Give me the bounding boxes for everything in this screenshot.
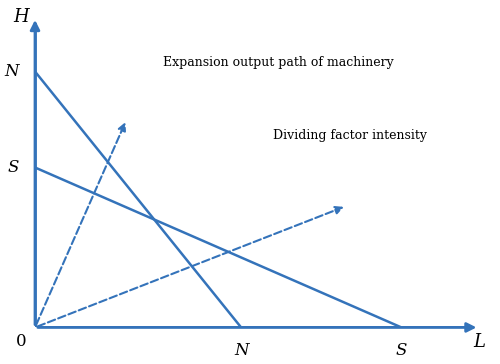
Text: N: N <box>4 63 19 80</box>
Text: L: L <box>474 333 486 351</box>
Text: 0: 0 <box>16 333 26 350</box>
Text: H: H <box>14 8 29 26</box>
Text: N: N <box>234 342 248 359</box>
Text: S: S <box>8 159 19 176</box>
Text: S: S <box>396 342 407 359</box>
Text: Expansion output path of machinery: Expansion output path of machinery <box>164 56 394 68</box>
Text: Dividing factor intensity: Dividing factor intensity <box>273 129 427 142</box>
